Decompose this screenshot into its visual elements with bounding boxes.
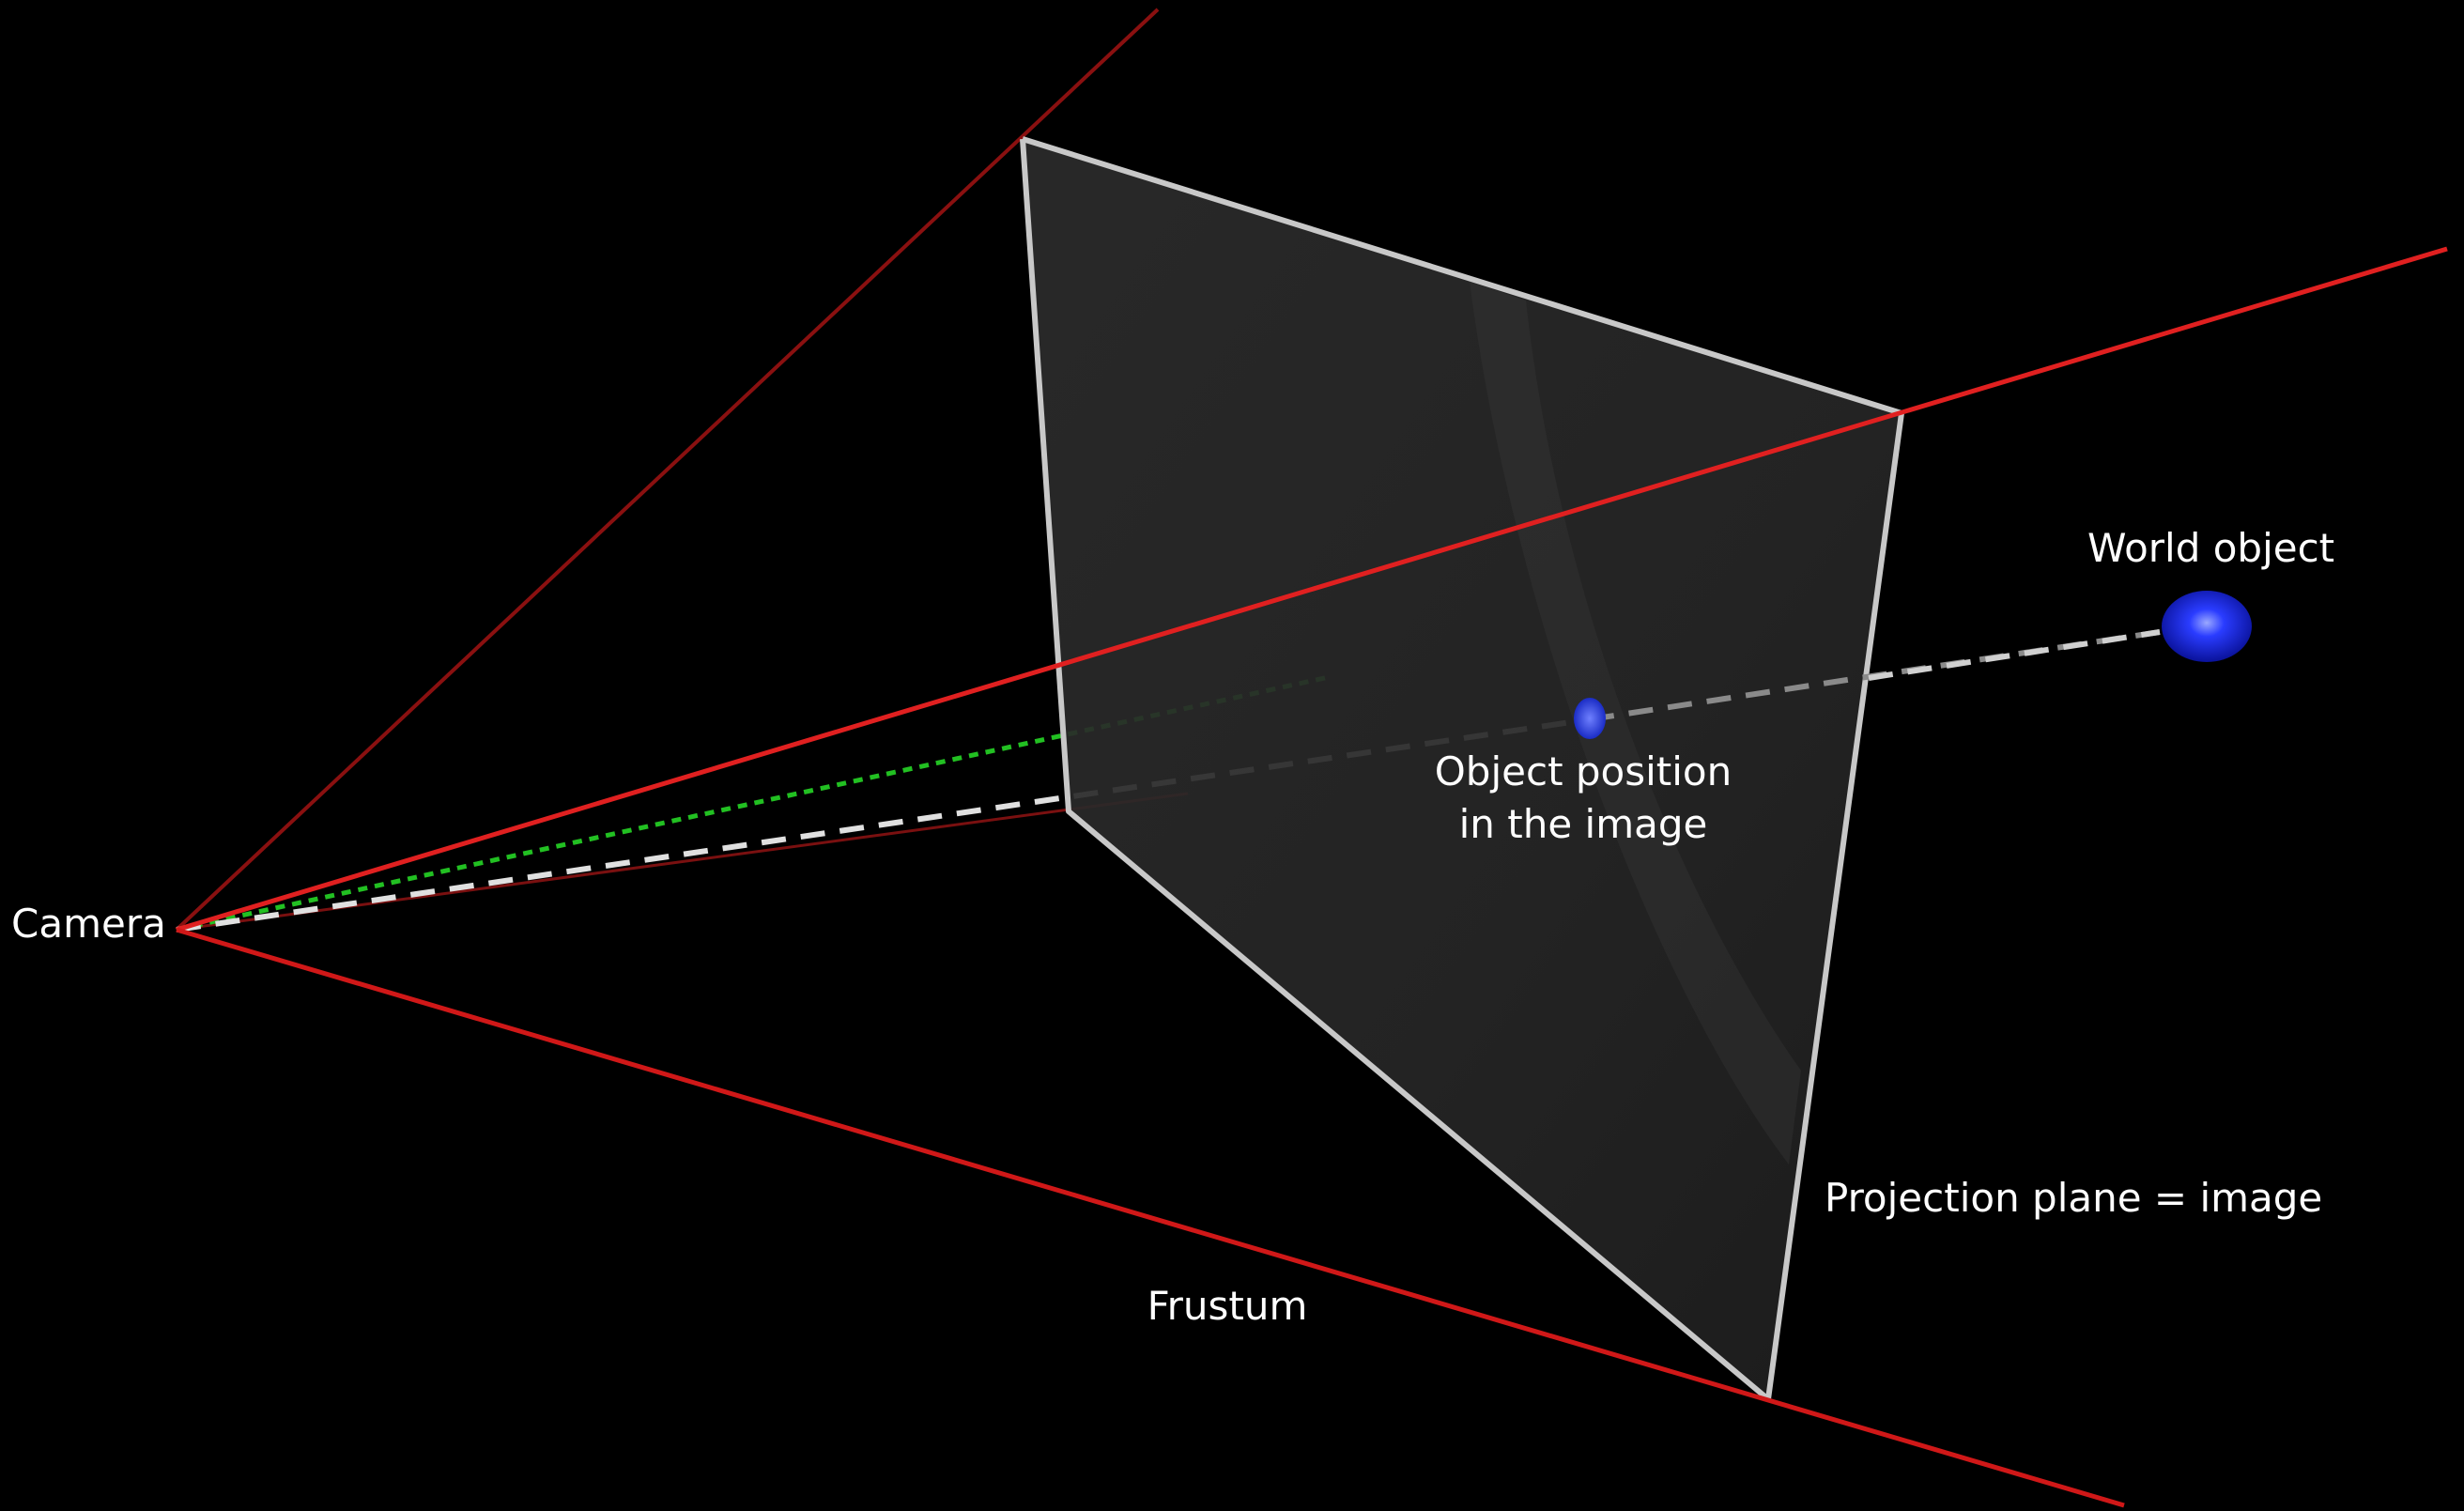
image-object-marker [1574,698,1606,739]
frustum-edge-inner [176,792,1189,932]
camera-label: Camera [11,901,166,947]
plane-reflection [1470,282,1801,1164]
projection-plane [1023,139,1902,1399]
projection-plane-label: Projection plane = image [1825,1175,2322,1221]
object-position-label-line2: in the image [1459,801,1708,847]
world-object [2162,591,2252,662]
frustum-edge-top-left [175,8,1160,932]
frustum-label: Frustum [1147,1283,1308,1329]
object-position-label-line1: Object position [1435,748,1732,794]
frustum-edge-bottom [176,927,2125,1508]
frustum-edge-top-right [176,246,2448,933]
world-object-label: World object [2087,525,2334,571]
projection-ray-outside [1868,629,2161,681]
